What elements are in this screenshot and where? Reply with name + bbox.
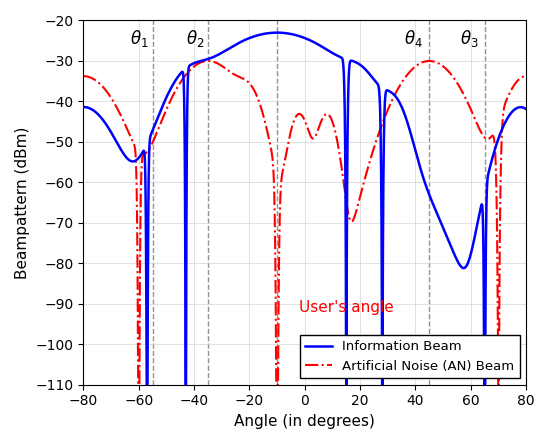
Artificial Noise (AN) Beam	[342, 193, 349, 198]
Text: $\theta_2$: $\theta_2$	[186, 28, 204, 49]
Information Beam	[342, 188, 349, 194]
Information Beam	[432, 207, 439, 212]
Text: $\theta_4$: $\theta_4$	[404, 28, 424, 49]
Artificial Noise (AN) Beam	[205, 58, 211, 63]
Artificial Noise (AN) Beam	[523, 73, 530, 79]
Text: User's angle: User's angle	[299, 300, 394, 315]
Information Beam	[80, 104, 87, 110]
Artificial Noise (AN) Beam	[102, 87, 109, 93]
Text: $\theta_1$: $\theta_1$	[130, 28, 149, 49]
Information Beam	[274, 30, 280, 36]
X-axis label: Angle (in degrees): Angle (in degrees)	[234, 414, 375, 429]
Artificial Noise (AN) Beam	[432, 59, 439, 65]
Text: $\theta_3$: $\theta_3$	[460, 28, 478, 49]
Information Beam	[523, 107, 530, 112]
Information Beam	[409, 135, 415, 140]
Line: Information Beam: Information Beam	[84, 33, 526, 385]
Legend: Information Beam, Artificial Noise (AN) Beam: Information Beam, Artificial Noise (AN) …	[300, 335, 520, 378]
Information Beam	[102, 121, 109, 126]
Artificial Noise (AN) Beam	[135, 382, 141, 387]
Artificial Noise (AN) Beam	[409, 67, 415, 72]
Line: Artificial Noise (AN) Beam: Artificial Noise (AN) Beam	[84, 61, 526, 385]
Artificial Noise (AN) Beam	[361, 176, 368, 182]
Information Beam	[144, 382, 150, 387]
Artificial Noise (AN) Beam	[240, 76, 247, 82]
Artificial Noise (AN) Beam	[80, 73, 87, 79]
Y-axis label: Beampattern (dBm): Beampattern (dBm)	[15, 127, 30, 279]
Information Beam	[240, 38, 247, 43]
Information Beam	[361, 66, 368, 71]
